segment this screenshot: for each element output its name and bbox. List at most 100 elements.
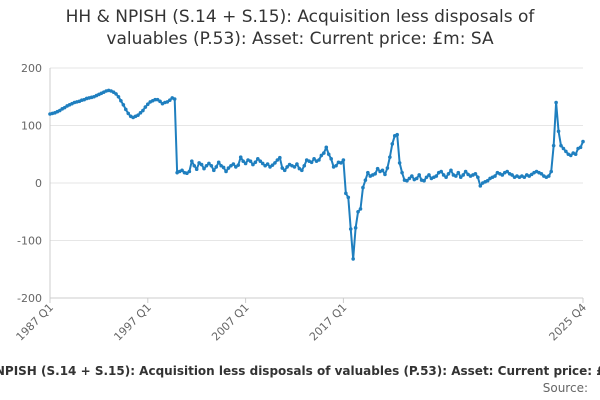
data-point — [212, 168, 216, 173]
data-point — [282, 168, 287, 173]
data-point — [500, 173, 505, 177]
data-point — [361, 185, 365, 190]
y-tick-label: -200 — [17, 292, 42, 305]
data-point — [344, 191, 348, 196]
data-point — [214, 165, 219, 169]
data-point — [256, 157, 260, 161]
data-point — [346, 195, 351, 200]
data-point — [116, 94, 121, 99]
x-tick-label: 1997 Q1 — [111, 301, 154, 344]
data-point — [559, 143, 563, 148]
data-point — [339, 161, 343, 165]
data-point — [568, 153, 573, 158]
data-point — [485, 178, 490, 183]
data-point — [243, 161, 248, 166]
data-point — [275, 158, 280, 162]
data-point — [573, 152, 578, 157]
data-point — [434, 174, 439, 178]
data-point — [353, 226, 358, 230]
data-point — [383, 172, 387, 177]
data-point — [258, 159, 263, 163]
data-point — [505, 169, 510, 174]
data-point — [158, 99, 162, 104]
data-point — [439, 169, 443, 174]
data-point — [454, 174, 458, 178]
data-point — [444, 175, 448, 180]
data-point — [146, 102, 150, 107]
data-point — [493, 174, 497, 178]
data-point — [326, 152, 331, 157]
data-point — [172, 97, 177, 101]
data-point — [461, 173, 466, 177]
chart-legend: HH & NPISH (S.14 + S.15): Acquisition le… — [0, 364, 600, 382]
data-point — [180, 168, 184, 173]
data-point — [322, 151, 326, 155]
data-point — [190, 159, 194, 163]
data-point — [253, 160, 258, 165]
x-tick-label: 2017 Q1 — [307, 301, 350, 344]
data-point — [397, 161, 402, 165]
data-point — [422, 178, 426, 183]
data-point — [231, 162, 236, 166]
y-tick-label: 200 — [21, 62, 42, 75]
data-point — [546, 174, 551, 178]
data-point — [216, 160, 221, 165]
data-point — [373, 172, 377, 176]
data-point — [564, 149, 568, 154]
x-tick-label: 2025 Q4 — [547, 301, 590, 344]
data-point — [199, 162, 204, 167]
data-point — [324, 145, 329, 150]
data-point — [366, 170, 370, 175]
data-point — [341, 158, 346, 162]
legend-series-label: HH & NPISH (S.14 + S.15): Acquisition le… — [0, 364, 600, 378]
data-point — [270, 163, 275, 167]
data-point — [551, 143, 556, 148]
data-point — [510, 173, 514, 177]
y-tick-label: 100 — [21, 120, 42, 133]
data-point — [241, 159, 245, 163]
data-point — [351, 257, 355, 261]
data-point — [329, 157, 333, 161]
data-point — [251, 162, 255, 167]
data-point — [248, 159, 253, 163]
data-point — [121, 103, 126, 107]
data-point — [312, 157, 316, 161]
data-point — [414, 176, 419, 181]
data-point — [194, 167, 199, 171]
data-point — [388, 155, 392, 159]
data-point — [556, 129, 561, 134]
data-point — [458, 175, 463, 180]
data-point — [317, 158, 321, 162]
data-point — [407, 176, 412, 181]
data-point — [295, 162, 299, 166]
data-point — [578, 145, 583, 150]
data-point — [226, 166, 231, 170]
data-point — [385, 166, 390, 170]
chart-title-line-1: HH & NPISH (S.14 + S.15): Acquisition le… — [65, 7, 535, 27]
data-point — [463, 169, 468, 174]
data-point — [143, 105, 148, 109]
data-point — [375, 166, 380, 171]
data-point — [136, 113, 140, 117]
data-point — [123, 107, 128, 112]
data-point — [358, 207, 363, 211]
data-point — [119, 98, 123, 103]
source-label: Source: — [542, 381, 588, 395]
data-point — [348, 227, 353, 231]
data-point — [126, 111, 131, 116]
data-point — [410, 174, 414, 178]
data-point — [141, 108, 145, 113]
data-point — [168, 98, 172, 102]
data-point — [292, 165, 297, 169]
data-point — [427, 173, 431, 177]
data-point — [363, 178, 368, 182]
data-point — [405, 178, 409, 183]
data-point — [476, 175, 480, 180]
data-point — [390, 142, 395, 146]
data-point — [138, 111, 143, 115]
data-point — [400, 170, 404, 175]
data-point — [356, 209, 360, 214]
data-point — [285, 165, 289, 169]
data-point — [187, 169, 192, 174]
